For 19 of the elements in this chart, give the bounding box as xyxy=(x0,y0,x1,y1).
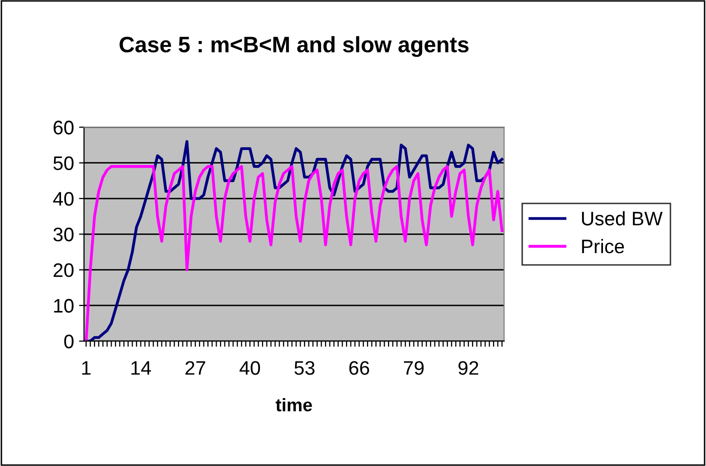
x-axis-title: time xyxy=(276,398,312,412)
y-tick-label: 10 xyxy=(54,298,74,313)
legend-label: Used BW xyxy=(582,211,663,226)
y-tick-label: 60 xyxy=(54,120,74,134)
legend-label: Price xyxy=(582,239,624,254)
x-tick-label: 1 xyxy=(82,361,91,375)
chart-title: Case 5 : m<B<M and slow agents xyxy=(120,36,469,57)
x-tick-label: 92 xyxy=(458,361,478,375)
y-tick-label: 50 xyxy=(53,156,74,170)
x-tick-label: 53 xyxy=(294,361,315,375)
x-tick-label: 14 xyxy=(131,361,151,375)
y-tick-label: 0 xyxy=(64,334,74,348)
x-tick-label: 79 xyxy=(404,361,424,375)
y-tick-label: 40 xyxy=(53,192,74,206)
x-tick-label: 66 xyxy=(349,361,370,375)
x-tick-label: 27 xyxy=(186,361,206,375)
y-tick-label: 20 xyxy=(54,263,74,278)
y-tick-label: 30 xyxy=(53,228,74,242)
x-tick-label: 40 xyxy=(240,361,260,375)
